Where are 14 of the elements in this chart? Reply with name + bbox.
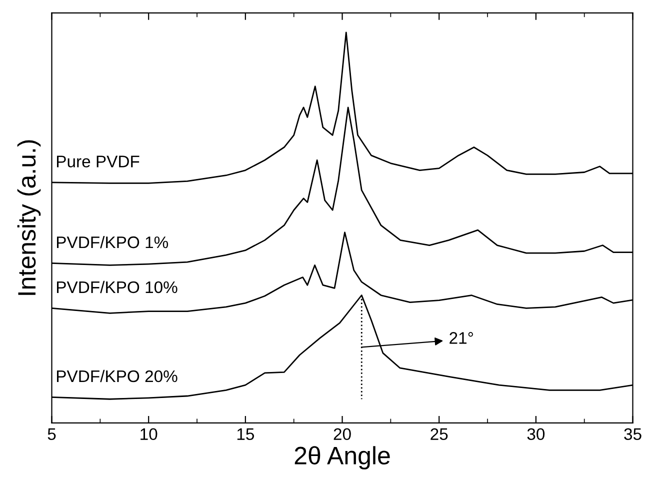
series-label: PVDF/KPO 10% xyxy=(57,280,178,294)
ref-line-label: 21° xyxy=(450,332,473,344)
x-tick-label: 20 xyxy=(334,428,351,440)
x-tick-label: 10 xyxy=(140,428,158,440)
x-tick-label: 25 xyxy=(430,428,448,440)
series-label: PVDF/KPO 1% xyxy=(57,236,168,248)
x-axis-title: 2θ Angle xyxy=(294,446,390,470)
x-tick-label: 15 xyxy=(237,428,254,440)
x-tick-label: 30 xyxy=(527,428,545,440)
y-axis-title: Intensity (a.u.) xyxy=(17,140,41,295)
series-label: PVDF/KPO 20% xyxy=(57,370,178,382)
x-tick-label: 35 xyxy=(624,428,642,440)
series-label: Pure PVDF xyxy=(57,156,140,168)
x-tick-label: 5 xyxy=(48,428,56,440)
